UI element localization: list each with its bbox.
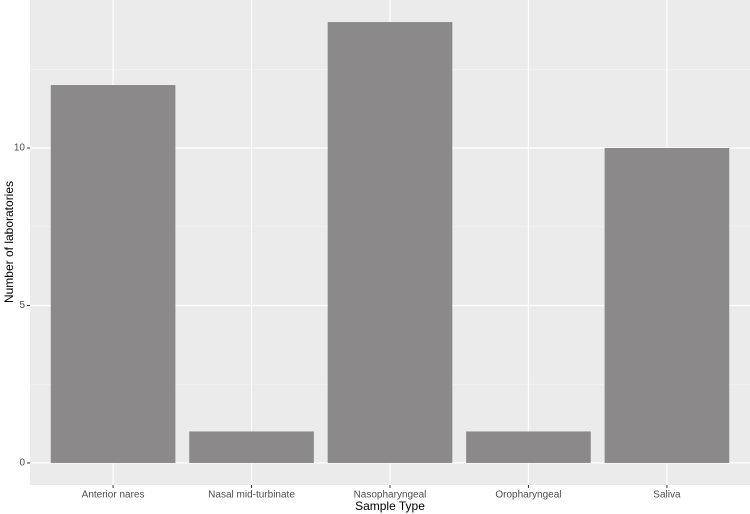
- bar: [189, 431, 314, 463]
- bar: [466, 431, 591, 463]
- x-tick-label: Nasal mid-turbinate: [208, 490, 295, 501]
- x-tick-label: Saliva: [653, 490, 681, 501]
- y-tick-label: 0: [19, 458, 25, 469]
- y-tick-label: 5: [19, 300, 25, 311]
- bars: [50, 22, 730, 463]
- y-axis-title: Number of laboratories: [2, 181, 16, 303]
- bar: [50, 85, 176, 463]
- y-tick-label: 10: [14, 143, 26, 154]
- x-tick-label: Nasopharyngeal: [354, 490, 427, 501]
- x-tick-label: Oropharyngeal: [495, 490, 561, 501]
- bar: [604, 148, 730, 463]
- bar: [327, 22, 453, 463]
- x-tick-label: Anterior nares: [82, 490, 145, 501]
- x-axis-title: Sample Type: [355, 499, 425, 513]
